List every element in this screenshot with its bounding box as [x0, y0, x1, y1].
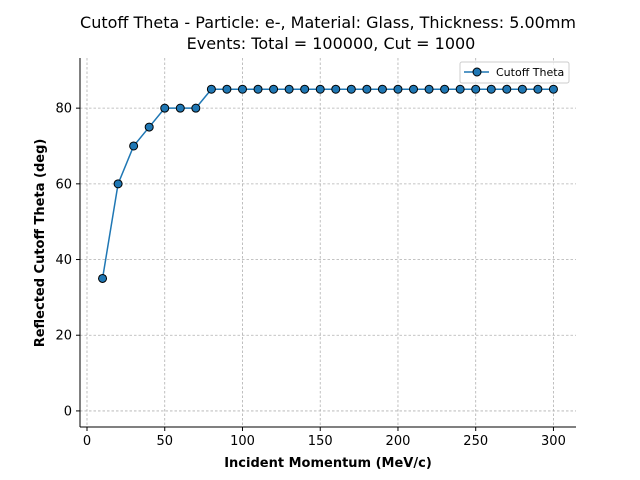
- data-point: [315, 84, 325, 94]
- x-axis-label: Incident Momentum (MeV/c): [224, 456, 432, 471]
- chart-title: Cutoff Theta - Particle: e-, Material: G…: [80, 13, 576, 32]
- data-point: [253, 84, 263, 94]
- data-point: [455, 84, 465, 94]
- data-point: [393, 84, 403, 94]
- data-point: [175, 103, 185, 113]
- data-point: [160, 103, 170, 113]
- data-point: [129, 141, 139, 151]
- data-point: [284, 84, 294, 94]
- data-point: [331, 84, 341, 94]
- data-point: [113, 179, 123, 189]
- legend: Cutoff Theta: [459, 61, 570, 84]
- data-point: [409, 84, 419, 94]
- plot-area: [98, 84, 558, 283]
- y-tick-label: 80: [55, 102, 72, 117]
- data-point: [517, 84, 527, 94]
- data-point: [237, 84, 247, 94]
- data-point: [269, 84, 279, 94]
- chart-subtitle: Events: Total = 100000, Cut = 1000: [187, 34, 476, 53]
- data-point: [144, 122, 154, 132]
- data-point: [424, 84, 434, 94]
- y-tick-label: 40: [55, 253, 72, 268]
- ticks: 0 50 100 150 200 250 300 0 20 40 60 80: [55, 102, 565, 449]
- y-tick-label: 20: [55, 329, 72, 344]
- legend-box: [459, 61, 570, 84]
- data-point: [222, 84, 232, 94]
- axes: [79, 58, 576, 428]
- data-point: [346, 84, 356, 94]
- data-point: [191, 103, 201, 113]
- x-tick-label: 300: [541, 434, 566, 449]
- data-point: [98, 273, 108, 283]
- x-tick-label: 100: [230, 434, 255, 449]
- data-point: [471, 84, 481, 94]
- grid: [80, 58, 576, 427]
- data-point: [362, 84, 372, 94]
- data-point: [206, 84, 216, 94]
- data-point: [440, 84, 450, 94]
- y-axis-label: Reflected Cutoff Theta (deg): [33, 139, 48, 348]
- data-point: [377, 84, 387, 94]
- legend-label: Cutoff Theta: [496, 66, 564, 79]
- data-point: [533, 84, 543, 94]
- x-tick-label: 50: [156, 434, 173, 449]
- x-tick-label: 150: [308, 434, 333, 449]
- legend-marker: [472, 67, 482, 77]
- y-tick-label: 0: [64, 404, 72, 419]
- data-point: [300, 84, 310, 94]
- data-point: [486, 84, 496, 94]
- data-point: [502, 84, 512, 94]
- x-tick-label: 0: [83, 434, 91, 449]
- x-tick-label: 250: [463, 434, 488, 449]
- data-point: [548, 84, 558, 94]
- x-tick-label: 200: [386, 434, 411, 449]
- y-tick-label: 60: [55, 177, 72, 192]
